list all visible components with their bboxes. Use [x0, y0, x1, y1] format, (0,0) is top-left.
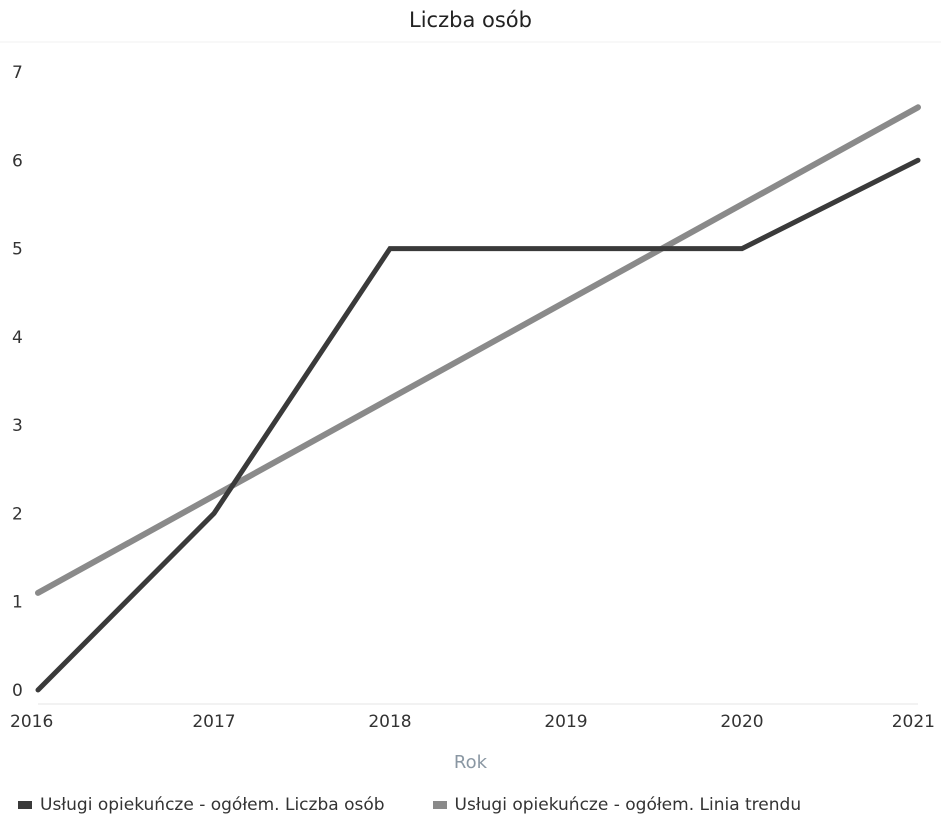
legend-swatch-series-1 [18, 801, 32, 809]
y-tick-label: 4 [12, 328, 23, 348]
series-line-1[interactable] [35, 157, 921, 693]
y-tick-label: 1 [12, 593, 23, 613]
x-tick-label: 2018 [368, 712, 411, 732]
y-tick-label: 2 [12, 504, 23, 524]
legend-label-series-1: Usługi opiekuńcze - ogółem. Liczba osób [40, 795, 385, 815]
x-tick-label: 2019 [544, 712, 587, 732]
y-tick-label: 3 [12, 416, 23, 436]
x-tick-label: 2021 [892, 712, 935, 732]
y-axis-ticks: 0 1 2 3 4 5 6 7 [12, 63, 23, 701]
legend-swatch-series-2 [432, 801, 447, 809]
legend: Usługi opiekuńcze - ogółem. Liczba osób … [18, 795, 801, 815]
x-tick-label: 2016 [10, 712, 53, 732]
series-line-2[interactable] [35, 104, 921, 596]
y-tick-label: 0 [12, 681, 23, 701]
y-tick-label: 6 [12, 151, 23, 171]
chart-title: Liczba osób [409, 8, 532, 32]
x-axis-label: Rok [453, 752, 488, 773]
legend-item-series-1[interactable]: Usługi opiekuńcze - ogółem. Liczba osób [18, 795, 385, 815]
legend-label-series-2: Usługi opiekuńcze - ogółem. Linia trendu [454, 795, 802, 815]
legend-item-series-2[interactable]: Usługi opiekuńcze - ogółem. Linia trendu [432, 795, 802, 815]
x-axis-ticks: 2016 2017 2018 2019 2020 2021 [10, 712, 935, 732]
y-tick-label: 5 [12, 240, 23, 260]
y-tick-label: 7 [12, 63, 23, 83]
series-lines [35, 104, 921, 693]
x-tick-label: 2020 [720, 712, 763, 732]
x-tick-label: 2017 [192, 712, 235, 732]
